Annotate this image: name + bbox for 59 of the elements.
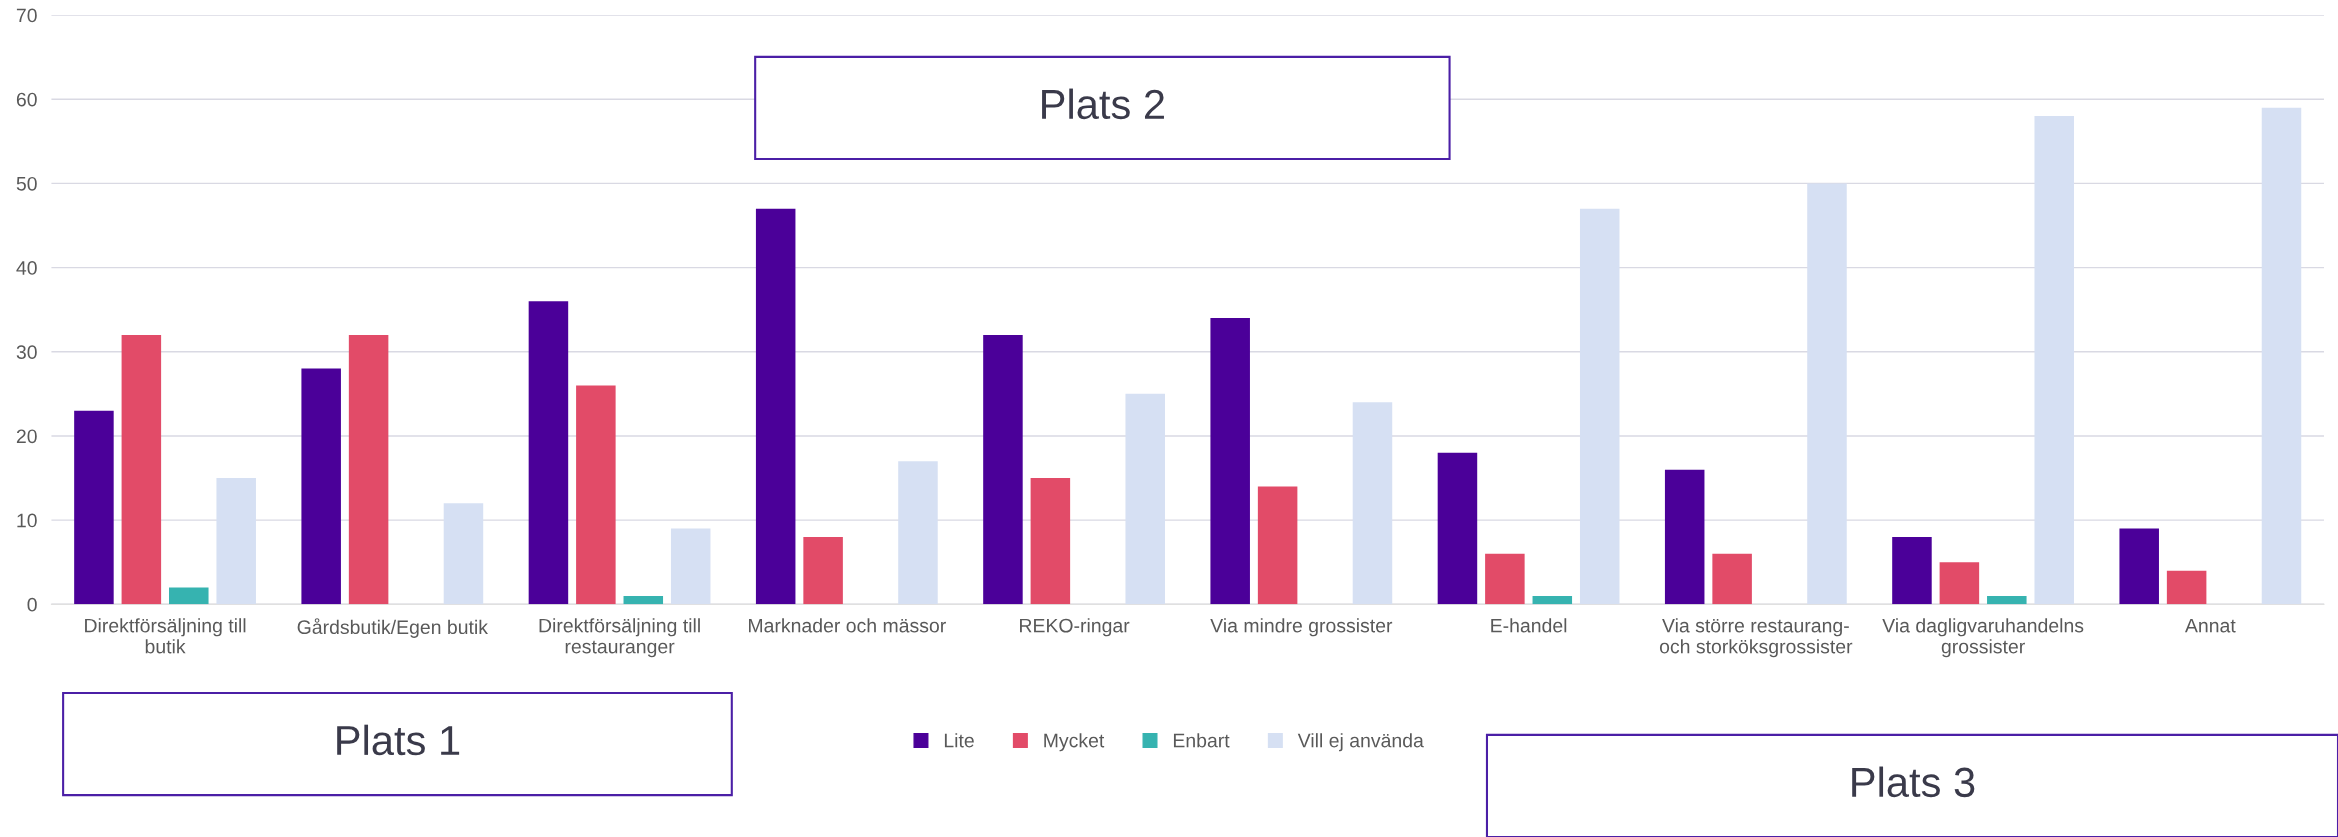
bar bbox=[1807, 183, 1847, 605]
bar bbox=[1579, 208, 1620, 605]
legend-label: Enbart bbox=[1173, 733, 1230, 748]
x-tick-label: E-handel bbox=[1491, 618, 1567, 633]
legend-label: Lite bbox=[944, 733, 974, 748]
y-tick-label: 20 bbox=[16, 429, 37, 444]
bar bbox=[1125, 393, 1165, 605]
bar bbox=[2261, 107, 2302, 605]
x-tick-label: Via större restaurang- och storköksgrossister bbox=[1659, 618, 1853, 658]
x-tick-label: Via mindre grossister bbox=[1210, 618, 1393, 637]
bar bbox=[1939, 562, 1980, 605]
y-tick-label: 30 bbox=[16, 345, 37, 360]
x-tick-label: Gårdsbutik/Egen butik bbox=[297, 618, 489, 638]
bar bbox=[443, 503, 484, 605]
bar bbox=[1892, 536, 1932, 605]
x-tick-label: REKO-ringar bbox=[1020, 618, 1130, 637]
y-tick-label: 50 bbox=[16, 176, 37, 191]
x-tick-label: Annat bbox=[2184, 618, 2236, 633]
bar bbox=[1712, 553, 1752, 605]
text: Plats 1 bbox=[337, 724, 460, 756]
bar bbox=[803, 536, 843, 605]
bar bbox=[348, 334, 389, 605]
bar bbox=[301, 368, 341, 605]
y-tick-label: 60 bbox=[16, 92, 37, 107]
bar bbox=[898, 461, 938, 605]
bar bbox=[1485, 553, 1525, 605]
bar bbox=[1257, 486, 1298, 605]
y-tick-label: 40 bbox=[16, 261, 37, 275]
bar bbox=[623, 595, 664, 605]
x-tick-label: Via dagligvaruhandelns grossister bbox=[1882, 618, 2084, 658]
x-tick-label: Direktförsäljning till restauranger bbox=[539, 618, 700, 658]
y-tick-label: 10 bbox=[17, 513, 37, 528]
bar bbox=[1210, 318, 1250, 605]
bar bbox=[1664, 469, 1705, 605]
bar bbox=[1352, 402, 1393, 605]
bar bbox=[1437, 452, 1478, 605]
bar bbox=[1030, 478, 1071, 605]
bar bbox=[216, 478, 256, 605]
bar bbox=[755, 208, 796, 605]
y-tick-label: 0 bbox=[27, 597, 37, 612]
bar bbox=[121, 334, 162, 605]
x-tick-label: Marknader och mässor bbox=[749, 618, 946, 633]
bar bbox=[576, 385, 616, 605]
bar bbox=[2166, 570, 2207, 605]
bar bbox=[1532, 595, 1573, 605]
bar bbox=[74, 410, 114, 605]
y-tick-label: 70 bbox=[16, 8, 37, 23]
bar bbox=[983, 334, 1023, 605]
bar bbox=[169, 587, 209, 605]
legend-label: Mycket bbox=[1044, 733, 1105, 752]
bar bbox=[1987, 595, 2027, 605]
bar bbox=[2034, 116, 2074, 605]
x-tick-label: Direktförsäljning till butik bbox=[85, 618, 246, 654]
legend-label: Vill ej använda bbox=[1297, 733, 1424, 752]
text: Plats 3 bbox=[1852, 766, 1975, 798]
bar bbox=[528, 301, 569, 605]
bar bbox=[670, 528, 711, 605]
annotation: Plats 2 bbox=[1042, 88, 1164, 120]
bar bbox=[2119, 528, 2159, 605]
